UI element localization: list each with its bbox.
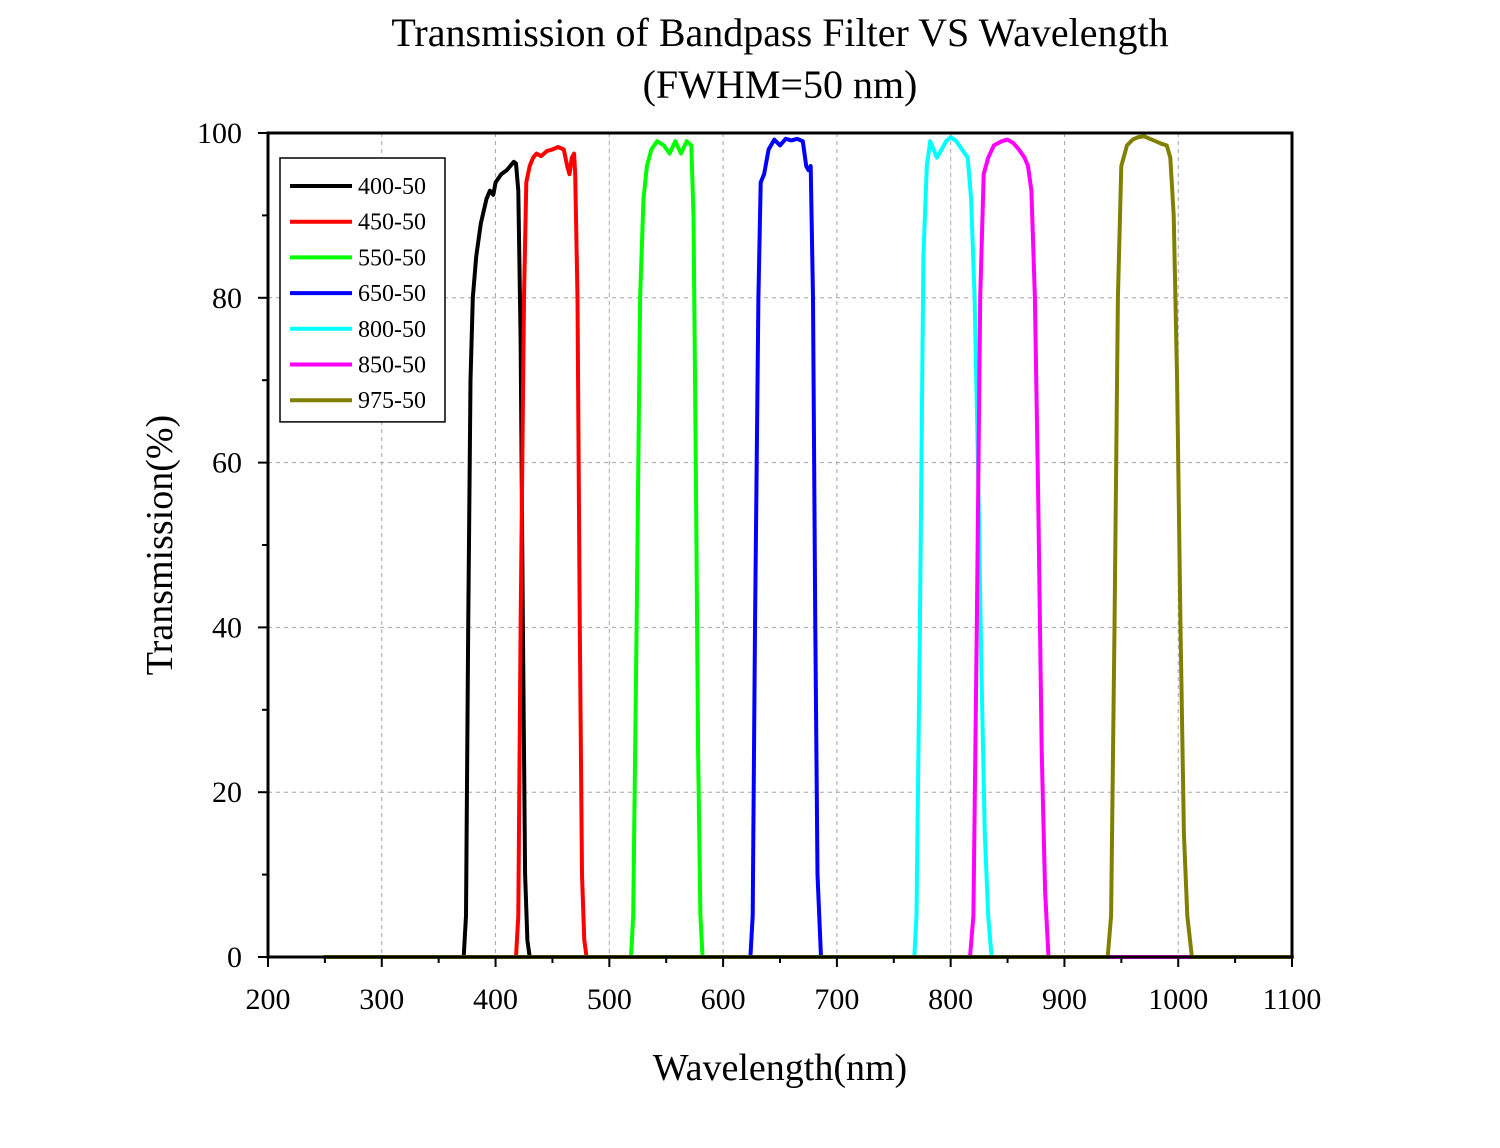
legend-label: 650-50 [358, 281, 426, 307]
legend-label: 450-50 [358, 210, 426, 236]
axis-ticks [258, 132, 1293, 967]
x-tick-label: 800 [928, 983, 973, 1016]
y-tick-label: 80 [212, 282, 242, 315]
series-line-400-50 [322, 159, 1294, 959]
series-line-450-50 [322, 145, 1294, 959]
x-tick-label: 500 [587, 983, 632, 1016]
y-tick-label: 60 [212, 447, 242, 480]
x-tick-label: 600 [701, 983, 746, 1016]
x-tick-label: 1100 [1263, 983, 1322, 1016]
series-line-800-50 [322, 135, 1294, 959]
x-tick-label: 400 [473, 983, 518, 1016]
series-line-550-50 [322, 139, 1294, 959]
x-tick-label: 200 [246, 983, 291, 1016]
series-line-975-50 [322, 134, 1294, 959]
y-tick-label: 40 [212, 611, 242, 644]
legend-label: 550-50 [358, 245, 426, 271]
x-tick-label: 700 [814, 983, 859, 1016]
x-tick-labels: 200 300 400 500 600 700 800 900 1000 1100 [246, 983, 1322, 1016]
y-tick-label: 100 [197, 117, 242, 150]
y-tick-labels: 0 20 40 60 80 100 [197, 117, 242, 974]
series-line-650-50 [322, 136, 1294, 959]
series-group [322, 134, 1294, 959]
x-tick-label: 300 [359, 983, 404, 1016]
y-tick-label: 20 [212, 776, 242, 809]
series-line-850-50 [322, 137, 1294, 959]
x-tick-label: 900 [1042, 983, 1087, 1016]
legend-box [279, 157, 446, 423]
legend-label: 975-50 [358, 388, 426, 414]
legend-label: 850-50 [358, 353, 426, 379]
legend: 400-50 450-50 550-50 650-50 800-50 850-50 975-… [279, 157, 446, 423]
legend-label: 800-50 [358, 317, 426, 343]
y-tick-label: 0 [227, 941, 242, 974]
legend-label: 400-50 [358, 174, 426, 200]
x-axis-title: Wavelength(nm) [653, 1047, 907, 1089]
y-axis-title: Transmission(%) [139, 415, 181, 675]
chart-subtitle: (FWHM=50 nm) [643, 62, 918, 107]
x-tick-label: 1000 [1148, 983, 1208, 1016]
chart-title: Transmission of Bandpass Filter VS Wavel… [391, 10, 1168, 55]
